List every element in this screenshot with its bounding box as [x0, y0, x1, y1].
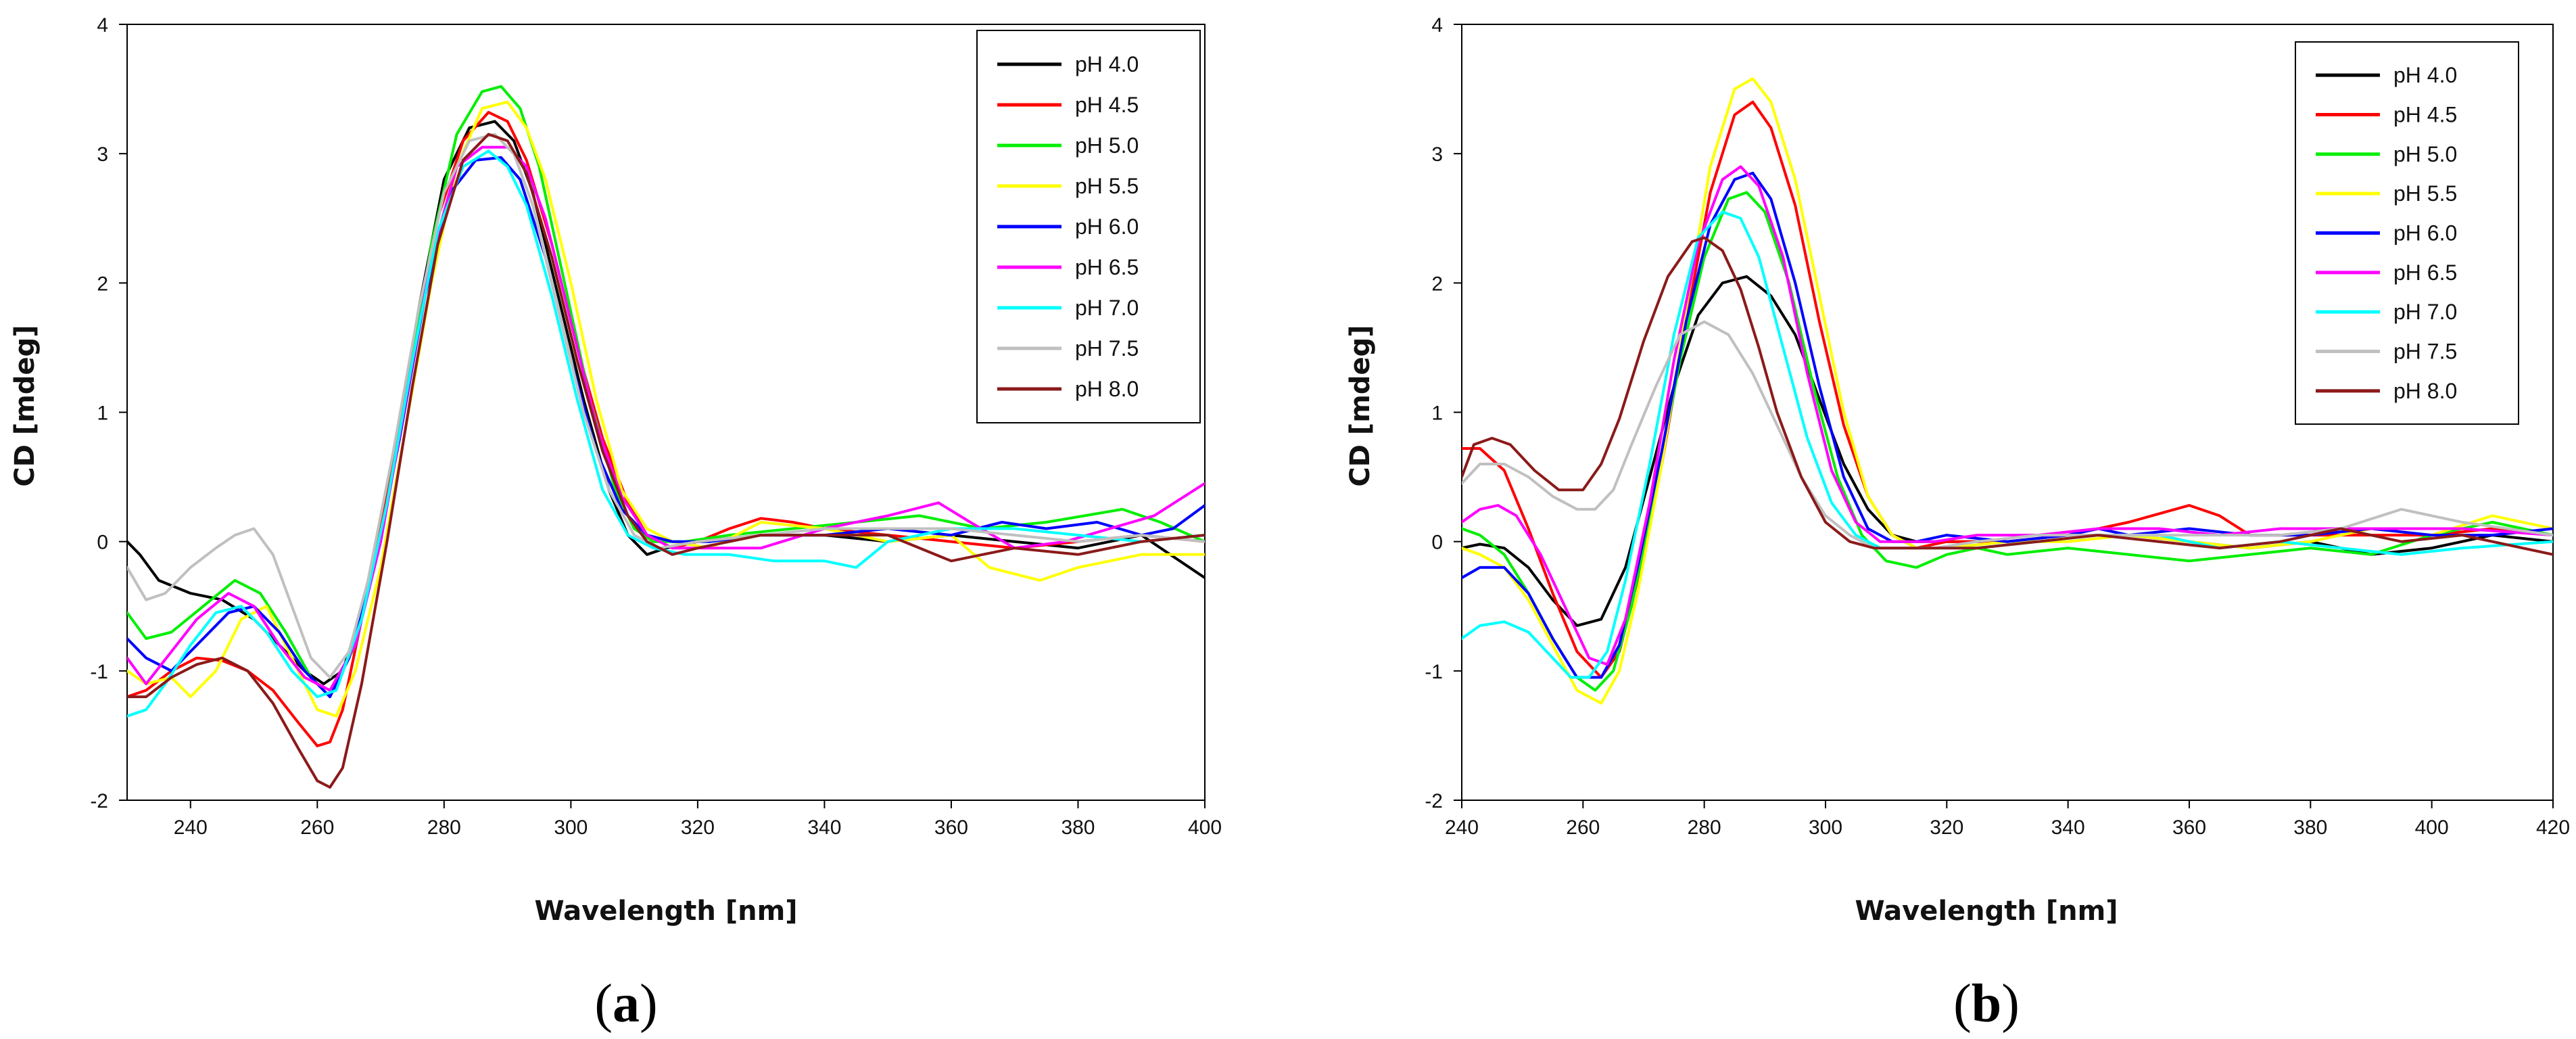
panel-b-x-tick-label: 400 [2415, 816, 2449, 839]
panel-a-x-tick-label: 300 [554, 816, 588, 839]
panel-b-xlabel: Wavelength [nm] [1855, 896, 2118, 927]
panel-a-series-line-7 [127, 149, 1205, 718]
panel-a-y-tick-label: 4 [97, 14, 108, 37]
panel-b-y-tick-label: 4 [1431, 14, 1443, 37]
panel-b-legend-label-6: pH 6.5 [2393, 260, 2457, 285]
panel-a-x-tick-label: 400 [1188, 816, 1222, 839]
panel-b-legend-label-4: pH 5.5 [2393, 181, 2457, 206]
panel-a-legend-label-2: pH 4.5 [1075, 93, 1139, 117]
panel-a-xlabel: Wavelength [nm] [534, 896, 797, 927]
panel-a-legend-label-9: pH 8.0 [1075, 377, 1139, 401]
panel-a-y-tick-label: 3 [97, 143, 108, 166]
panel-a-x-tick-label: 320 [681, 816, 715, 839]
panel-a-label: (a) [594, 974, 657, 1034]
panel-b-legend-label-7: pH 7.0 [2393, 300, 2457, 324]
panel-a-legend-label-7: pH 7.0 [1075, 296, 1139, 320]
panel-a-series-line-6 [127, 145, 1205, 692]
panel-a-x-tick-label: 280 [427, 816, 461, 839]
panel-a-ylabel: CD [mdeg] [9, 325, 41, 486]
panel-a-x-tick-label: 380 [1061, 816, 1095, 839]
panel-a-y-tick-label: -1 [90, 661, 108, 683]
panel-b-legend-label-2: pH 4.5 [2393, 103, 2457, 127]
panel-b-y-tick-label: 1 [1431, 402, 1443, 425]
panel-b-series-line-2 [1462, 100, 2553, 679]
panel-a-legend-label-5: pH 6.0 [1075, 214, 1139, 239]
panel-b-y-tick-label: 3 [1431, 143, 1443, 166]
panel-a-series-line-3 [127, 85, 1205, 699]
panel-b-legend-label-8: pH 7.5 [2393, 340, 2457, 364]
panel-b-x-tick-label: 380 [2293, 816, 2327, 839]
panel-b: CD [mdeg] Wavelength [nm] (b) 240 260 280 3… [1345, 14, 2570, 1034]
panel-b-legend-label-9: pH 8.0 [2393, 379, 2457, 403]
panel-b-legend-label-5: pH 6.0 [2393, 221, 2457, 246]
panel-a-y-tick-label: 1 [97, 402, 108, 425]
panel-b-series-line-3 [1462, 191, 2553, 692]
panel-b-x-tick-label: 260 [1566, 816, 1600, 839]
panel-a-legend-label-3: pH 5.0 [1075, 133, 1139, 158]
panel-a-y-tick-label: 0 [97, 532, 108, 554]
panel-b-y-tick-label: -2 [1425, 790, 1443, 812]
panel-a-x-tick-label: 240 [174, 816, 208, 839]
panel-a-legend-label-8: pH 7.5 [1075, 336, 1139, 361]
panel-b-x-tick-label: 240 [1445, 816, 1479, 839]
panel-b-legend-label-3: pH 5.0 [2393, 142, 2457, 166]
panel-b-label: (b) [1953, 974, 2020, 1034]
panel-a-x-tick-label: 360 [934, 816, 968, 839]
panel-b-series-line-9 [1462, 236, 2553, 556]
panel-a-series-group [127, 85, 1205, 789]
panel-b-series-group [1462, 77, 2553, 705]
panel-a-series-line-8 [127, 133, 1205, 679]
panel-b-x-tick-label: 320 [1930, 816, 1963, 839]
panel-b-y-tick-label: -1 [1425, 661, 1443, 683]
panel-a-y-tick-label: -2 [90, 790, 108, 812]
panel-b-y-tick-label: 0 [1431, 532, 1443, 554]
panel-a-x-tick-label: 340 [807, 816, 841, 839]
panel-a-series-line-9 [127, 133, 1205, 789]
panel-b-x-tick-label: 360 [2172, 816, 2206, 839]
panel-b-x-tick-label: 340 [2051, 816, 2085, 839]
panel-b-y-tick-label: 2 [1431, 273, 1443, 295]
panel-b-x-tick-label: 280 [1688, 816, 1721, 839]
panel-a-y-tick-label: 2 [97, 273, 108, 295]
panel-b-x-tick-label: 420 [2536, 816, 2570, 839]
panel-a-legend-label-6: pH 6.5 [1075, 255, 1139, 279]
panel-b-ylabel: CD [mdeg] [1345, 325, 1376, 486]
panel-b-x-tick-label: 300 [1809, 816, 1842, 839]
panel-a-legend-label-4: pH 5.5 [1075, 174, 1139, 198]
panel-a-x-tick-label: 260 [300, 816, 334, 839]
panel-a-legend-label-1: pH 4.0 [1075, 52, 1139, 76]
panel-b-legend-box [2295, 41, 2519, 425]
panel-b-legend-label-1: pH 4.0 [2393, 63, 2457, 87]
panel-a: CD [mdeg] Wavelength [nm] (a) 240 260 280 3… [9, 14, 1222, 1034]
panel-a-series-line-4 [127, 100, 1205, 718]
